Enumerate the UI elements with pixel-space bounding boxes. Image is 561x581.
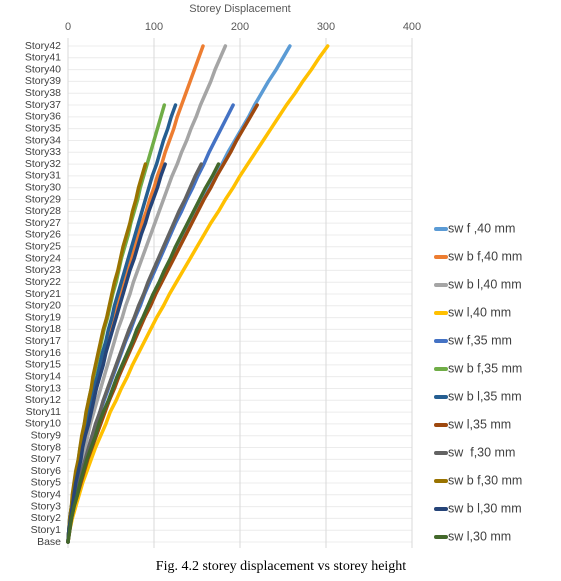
x-tick-label: 200 bbox=[231, 21, 249, 33]
y-tick-label: Story42 bbox=[25, 40, 61, 52]
legend-label: sw b l,35 mm bbox=[448, 389, 522, 403]
y-tick-label: Story22 bbox=[25, 276, 61, 288]
legend-label: sw b l,40 mm bbox=[448, 277, 522, 291]
y-tick-label: Story38 bbox=[25, 87, 61, 99]
y-tick-label: Story36 bbox=[25, 111, 61, 123]
y-tick-label: Story27 bbox=[25, 217, 61, 229]
y-tick-label: Story23 bbox=[25, 264, 61, 276]
legend-label: sw l,30 mm bbox=[448, 529, 511, 543]
series-line bbox=[66, 162, 167, 544]
legend-label: sw l,40 mm bbox=[448, 305, 511, 319]
legend-label: sw b l,30 mm bbox=[448, 501, 522, 515]
x-tick-label: 300 bbox=[317, 21, 335, 33]
y-tick-label: Story20 bbox=[25, 300, 61, 312]
legend-label: sw b f,30 mm bbox=[448, 473, 522, 487]
y-tick-label: Story12 bbox=[25, 394, 61, 406]
series-line bbox=[66, 162, 148, 544]
y-tick-label: Story29 bbox=[25, 193, 61, 205]
y-tick-label: Story11 bbox=[26, 406, 62, 418]
y-tick-label: Story32 bbox=[25, 158, 61, 170]
y-tick-label: Story14 bbox=[25, 370, 61, 382]
legend-label: sw f,35 mm bbox=[448, 333, 512, 347]
y-tick-label: Story30 bbox=[25, 181, 61, 193]
legend-label: sw f ,40 mm bbox=[448, 221, 515, 235]
y-tick-label: Story8 bbox=[31, 441, 62, 453]
caption: Fig. 4.2 storey displacement vs storey h… bbox=[156, 559, 407, 574]
y-tick-label: Story5 bbox=[31, 477, 62, 489]
y-tick-label: Story25 bbox=[25, 241, 61, 253]
legend-label: sw f,30 mm bbox=[448, 445, 515, 459]
y-tick-label: Story21 bbox=[25, 288, 61, 300]
y-tick-label: Story18 bbox=[25, 323, 61, 335]
y-tick-label: Story26 bbox=[25, 229, 61, 241]
legend-label: sw b f,40 mm bbox=[448, 249, 522, 263]
x-tick-label: 100 bbox=[145, 21, 163, 33]
x-tick-label: 400 bbox=[403, 21, 421, 33]
y-tick-label: Story19 bbox=[25, 311, 61, 323]
legend-label: sw b f,35 mm bbox=[448, 361, 522, 375]
y-tick-label: Story16 bbox=[25, 347, 61, 359]
y-tick-label: Base bbox=[37, 536, 61, 548]
x-tick-label: 0 bbox=[65, 21, 71, 33]
y-tick-label: Story17 bbox=[25, 335, 61, 347]
y-tick-label: Story34 bbox=[25, 134, 61, 146]
series-line bbox=[66, 103, 235, 544]
y-tick-label: Story35 bbox=[25, 122, 61, 134]
y-tick-label: Story2 bbox=[31, 512, 62, 524]
y-tick-label: Story15 bbox=[25, 359, 61, 371]
y-tick-label: Story37 bbox=[25, 99, 61, 111]
y-tick-label: Story39 bbox=[25, 75, 61, 87]
legend-label: sw l,35 mm bbox=[448, 417, 511, 431]
chart-title: Storey Displacement bbox=[189, 3, 291, 15]
y-tick-label: Story10 bbox=[25, 418, 61, 430]
y-tick-label: Story9 bbox=[31, 429, 62, 441]
series-line bbox=[66, 162, 221, 544]
y-tick-label: Story41 bbox=[25, 52, 61, 64]
y-tick-label: Story33 bbox=[25, 146, 61, 158]
y-tick-label: Story4 bbox=[31, 489, 62, 501]
y-tick-label: Story28 bbox=[25, 205, 61, 217]
y-tick-label: Story40 bbox=[25, 63, 61, 75]
series-line bbox=[66, 44, 330, 544]
y-tick-label: Story13 bbox=[25, 382, 61, 394]
y-tick-label: Story24 bbox=[25, 252, 61, 264]
y-tick-label: Story7 bbox=[31, 453, 62, 465]
y-tick-label: Story1 bbox=[31, 524, 62, 536]
y-tick-label: Story31 bbox=[25, 170, 61, 182]
y-tick-label: Story3 bbox=[31, 500, 62, 512]
y-tick-label: Story6 bbox=[31, 465, 62, 477]
